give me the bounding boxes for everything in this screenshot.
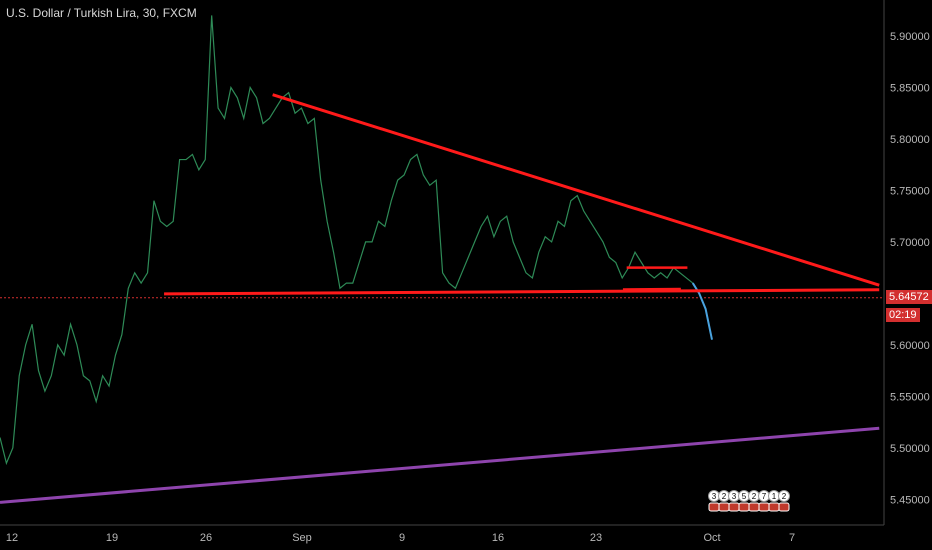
descending-trendline[interactable] <box>272 93 880 287</box>
event-flag-icon[interactable] <box>768 502 780 512</box>
time-tick-label: 19 <box>106 532 118 544</box>
price-tick-label: 5.75000 <box>890 185 930 197</box>
event-marker-count: 2 <box>782 492 787 501</box>
price-tick-label: 5.55000 <box>890 391 930 403</box>
event-flag-icon[interactable] <box>778 502 790 512</box>
event-flag-icon[interactable] <box>738 502 750 512</box>
event-flag-icon[interactable] <box>758 502 770 512</box>
drawing-layer[interactable] <box>0 93 880 504</box>
event-flag-icon[interactable] <box>718 502 730 512</box>
last-price-label: 5.64572 <box>886 289 932 304</box>
time-tick-label: 7 <box>789 532 795 544</box>
bar-countdown-label: 02:19 <box>886 307 920 322</box>
event-marker-count: 2 <box>752 492 757 501</box>
price-tick-label: 5.50000 <box>890 443 930 455</box>
price-tick-label: 5.90000 <box>890 31 930 43</box>
price-tick-label: 5.70000 <box>890 237 930 249</box>
breakout-segment <box>691 282 713 340</box>
time-tick-label: 12 <box>6 532 18 544</box>
symbol-title: U.S. Dollar / Turkish Lira, 30, FXCM <box>6 6 197 20</box>
price-tick-label: 5.60000 <box>890 340 930 352</box>
event-marker-count: 3 <box>712 492 717 501</box>
time-tick-label: 26 <box>200 532 212 544</box>
ascending-trendline[interactable] <box>0 426 880 504</box>
price-tick-label: 5.85000 <box>890 83 930 95</box>
event-flag-icon[interactable] <box>708 502 720 512</box>
support-line[interactable] <box>164 288 880 296</box>
time-tick-label: Sep <box>292 532 312 544</box>
time-tick-label: 9 <box>399 532 405 544</box>
event-marker-count: 1 <box>772 492 777 501</box>
time-tick-label: 23 <box>590 532 602 544</box>
price-series-line <box>0 15 694 466</box>
price-tick-label: 5.80000 <box>890 134 930 146</box>
price-tick-label: 5.45000 <box>890 494 930 506</box>
event-flag-icon[interactable] <box>728 502 740 512</box>
time-tick-label: 16 <box>492 532 504 544</box>
event-marker-count: 5 <box>742 492 747 501</box>
time-tick-label: Oct <box>703 532 720 544</box>
event-marker[interactable] <box>778 490 790 502</box>
short-support-line[interactable] <box>622 287 681 292</box>
event-marker-count: 7 <box>762 492 767 501</box>
event-marker-count: 3 <box>732 492 737 501</box>
event-flag-icon[interactable] <box>748 502 760 512</box>
time-axis[interactable]: 12 19 26 Sep 9 16 23 Oct 7 <box>6 532 795 544</box>
event-marker-count: 2 <box>722 492 727 501</box>
